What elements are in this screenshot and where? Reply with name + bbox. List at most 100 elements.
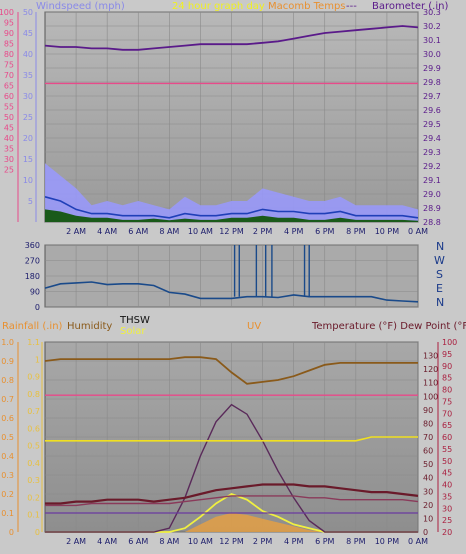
rainfall-tick-label: 0.6 [1, 414, 14, 423]
humidity-tick-label: 0.3 [27, 476, 40, 485]
humidity-tick-label: 0.8 [27, 390, 40, 399]
barometer-tick-label: 29.1 [423, 176, 441, 185]
temp-inner-tick-label: 60 [423, 447, 433, 456]
top-x-tick-label: 4 PM [284, 227, 303, 236]
humidity-tick-label: 0.9 [27, 373, 40, 382]
bottom-x-tick-label: 12 PM [219, 537, 244, 546]
rainfall-tick-label: 0.4 [1, 452, 14, 461]
wind-outer-tick-label: 35 [4, 145, 14, 154]
wind-outer-tick-label: 40 [4, 134, 14, 143]
bottom-x-tick-label: 2 PM [253, 537, 272, 546]
graph-day-label: 24 hour graph day [172, 1, 265, 12]
wind-inner-tick-label: 10 [23, 176, 33, 185]
bottom-x-tick-label: 0 AM [408, 537, 428, 546]
direction-label-n-bottom: N [436, 296, 444, 309]
temp-outer-tick-label: 70 [442, 409, 452, 418]
top-x-tick-label: 8 PM [346, 227, 365, 236]
barometer-tick-label: 30.3 [423, 8, 441, 17]
dashes-label: --- [346, 1, 357, 12]
temp-outer-tick-label: 95 [442, 350, 452, 359]
bottom-x-tick-label: 4 PM [284, 537, 303, 546]
temp-inner-tick-label: 40 [423, 474, 433, 483]
top-x-tick-label: 4 AM [97, 227, 117, 236]
wind-inner-tick-label: 45 [23, 29, 33, 38]
barometer-tick-label: 29.9 [423, 64, 441, 73]
bottom-x-tick-label: 6 AM [128, 537, 148, 546]
humidity-tick-label: 0.5 [27, 442, 40, 451]
bottom-x-tick-label: 10 AM [188, 537, 213, 546]
barometer-label: Barometer (.in) [372, 1, 448, 12]
temp-outer-tick-label: 65 [442, 421, 452, 430]
temp-outer-tick-label: 100 [442, 338, 457, 347]
top-x-tick-label: 2 PM [253, 227, 272, 236]
temp-outer-tick-label: 55 [442, 445, 452, 454]
barometer-tick-label: 29.2 [423, 162, 441, 171]
bottom-x-tick-label: 6 PM [315, 537, 334, 546]
direction-tick-label: 360 [25, 241, 40, 250]
wind-gust-area [45, 163, 418, 222]
thsw-line [45, 436, 418, 442]
wind-inner-tick-label: 40 [23, 50, 33, 59]
top-x-tick-label: 8 AM [159, 227, 179, 236]
top-x-tick-label: 12 PM [219, 227, 244, 236]
header-labels: Windspeed (mph) 24 hour graph day Macomb… [2, 1, 466, 337]
bottom-x-tick-label: 10 PM [375, 537, 400, 546]
uv-line [45, 403, 418, 533]
wind-outer-tick-label: 45 [4, 124, 14, 133]
barometer-tick-label: 28.9 [423, 204, 441, 213]
wind-outer-tick-label: 90 [4, 29, 14, 38]
wind-inner-tick-label: 35 [23, 71, 33, 80]
wind-outer-tick-label: 95 [4, 19, 14, 28]
wind-average-line [44, 196, 419, 219]
temp-outer-tick-label: 60 [442, 433, 452, 442]
windspeed-label: Windspeed (mph) [36, 1, 125, 12]
wind-inner-tick-label: 25 [23, 113, 33, 122]
humidity-tick-label: 0 [35, 528, 40, 537]
barometer-tick-label: 29.7 [423, 92, 441, 101]
rainfall-tick-label: 0.8 [1, 376, 14, 385]
temp-inner-tick-label: 50 [423, 460, 433, 469]
temp-inner-tick-label: 20 [423, 501, 433, 510]
bottom-x-tick-label: 4 AM [97, 537, 117, 546]
temp-inner-tick-label: 110 [423, 379, 438, 388]
barometer-tick-label: 29.5 [423, 120, 441, 129]
temp-outer-tick-label: 50 [442, 457, 452, 466]
bottom-x-tick-label: 8 PM [346, 537, 365, 546]
temp-outer-tick-label: 30 [442, 504, 452, 513]
wind-outer-tick-label: 25 [4, 166, 14, 175]
barometer-tick-label: 29.6 [423, 106, 441, 115]
humidity-tick-label: 0.7 [27, 407, 40, 416]
humidity-tick-label: 0.4 [27, 459, 40, 468]
direction-tick-label: 270 [25, 257, 40, 266]
humidity-label: Humidity [67, 321, 112, 332]
rainfall-label: Rainfall (.in) [2, 321, 63, 332]
axis-labels: 2 AM 4 AM 6 AM 8 AM 10 AM 12 PM 2 PM 4 PM 6 PM 8 … [0, 8, 457, 546]
temp-inner-tick-label: 0 [423, 528, 428, 537]
rainfall-tick-label: 0.9 [1, 357, 14, 366]
bottom-x-tick-label: 8 AM [159, 537, 179, 546]
barometer-tick-label: 30.2 [423, 22, 441, 31]
rainfall-tick-label: 0.1 [1, 509, 14, 518]
dew-point-line [45, 495, 419, 507]
temp-outer-tick-label: 25 [442, 516, 452, 525]
humidity-tick-label: 0.6 [27, 424, 40, 433]
barometer-tick-label: 29.8 [423, 78, 441, 87]
humidity-tick-label: 1.1 [27, 338, 40, 347]
barometer-tick-label: 30.0 [423, 50, 441, 59]
temp-outer-tick-label: 75 [442, 397, 452, 406]
temp-outer-tick-label: 45 [442, 469, 452, 478]
wind-outer-tick-label: 60 [4, 92, 14, 101]
wind-outer-tick-label: 50 [4, 113, 14, 122]
barometer-tick-label: 29.0 [423, 190, 441, 199]
wind-inner-tick-label: 30 [23, 92, 33, 101]
temp-inner-tick-label: 90 [423, 406, 433, 415]
top-x-tick-label: 10 AM [188, 227, 213, 236]
barometer-tick-label: 28.8 [423, 218, 441, 227]
temperature-line [45, 483, 419, 505]
temp-inner-tick-label: 10 [423, 514, 433, 523]
top-x-tick-label: 2 AM [66, 227, 86, 236]
wind-outer-tick-label: 65 [4, 82, 14, 91]
wind-direction-line [44, 281, 419, 303]
